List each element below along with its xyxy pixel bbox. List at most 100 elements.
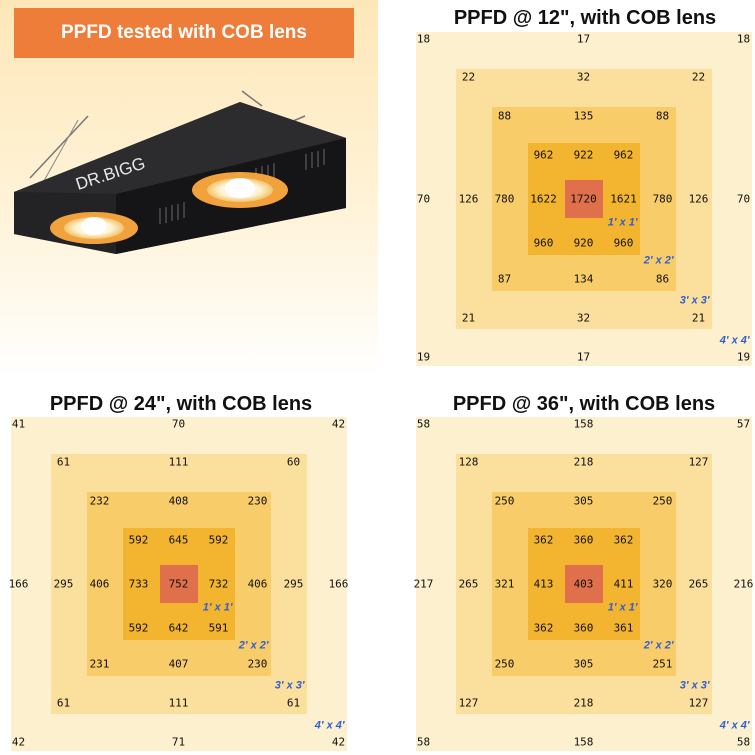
center-cell (159, 564, 198, 603)
ppfd-value: 61 (56, 455, 71, 468)
ppfd-value: 42 (11, 735, 26, 748)
zone-size-label: 1' x 1' (202, 601, 233, 613)
ppfd-value: 134 (573, 272, 594, 285)
chart-title-12in: PPFD @ 12", with COB lens (453, 7, 717, 29)
ppfd-value: 41 (11, 417, 26, 430)
ppfd-value: 58 (416, 417, 431, 430)
ppfd-value: 128 (458, 455, 479, 468)
ppfd-value: 88 (497, 109, 512, 122)
ppfd-value: 962 (533, 148, 554, 161)
ppfd-value: 17 (576, 32, 591, 45)
ppfd-value: 962 (613, 148, 634, 161)
ppfd-value: 18 (736, 32, 751, 45)
ppfd-value: 305 (573, 494, 594, 507)
zone-size-label: 3' x 3' (679, 294, 710, 306)
ppfd-value: 22 (461, 70, 476, 83)
ppfd-value: 32 (576, 70, 591, 83)
grow-light-image: DR.BIGG (14, 90, 346, 254)
ppfd-value: 250 (494, 657, 515, 670)
ppfd-grid-12in: 1720 18 17 18 70 70 19 17 19 22 32 22 126 126 21 32 21 88… (415, 31, 752, 366)
ppfd-value: 111 (168, 696, 189, 709)
zone-size-label: 1' x 1' (607, 601, 638, 613)
ppfd-value: 217 (413, 577, 434, 590)
ppfd-value: 591 (208, 621, 229, 634)
center-cell (564, 179, 603, 218)
zone-size-label: 4' x 4' (719, 334, 750, 346)
zone-size-label: 2' x 2' (643, 639, 674, 651)
ppfd-value: 922 (573, 148, 594, 161)
ppfd-value: 231 (89, 657, 110, 670)
ppfd-value: 295 (283, 577, 304, 590)
center-cell (564, 564, 603, 603)
ppfd-value: 19 (416, 350, 431, 363)
ppfd-value: 592 (128, 621, 149, 634)
ppfd-value: 230 (247, 494, 268, 507)
ppfd-value: 61 (56, 696, 71, 709)
zone-size-label: 1' x 1' (607, 216, 638, 228)
ppfd-value: 32 (576, 311, 591, 324)
ppfd-value: 218 (573, 696, 594, 709)
ppfd-value: 58 (736, 735, 751, 748)
ppfd-value: 22 (691, 70, 706, 83)
ppfd-grid-36in: 403 58 158 57 217 216 58 158 58 128 218 127 265 265 12… (413, 416, 753, 751)
zone-size-label: 3' x 3' (679, 679, 710, 691)
ppfd-value: 87 (497, 272, 512, 285)
zone-size-label: 3' x 3' (274, 679, 305, 691)
ppfd-value: 218 (573, 455, 594, 468)
ppfd-value: 70 (736, 192, 751, 205)
ppfd-value: 642 (168, 621, 189, 634)
ppfd-value: 362 (533, 621, 554, 634)
ppfd-value: 305 (573, 657, 594, 670)
ppfd-value: 19 (736, 350, 751, 363)
ppfd-value: 321 (494, 577, 515, 590)
ppfd-value: 360 (573, 621, 594, 634)
ppfd-value: 60 (286, 455, 301, 468)
ppfd-value: 320 (652, 577, 673, 590)
chart-title-24in: PPFD @ 24", with COB lens (49, 393, 313, 415)
ppfd-value-center: 403 (573, 577, 594, 590)
ppfd-value: 960 (613, 236, 634, 249)
ppfd-value: 407 (168, 657, 189, 670)
ppfd-value: 732 (208, 577, 229, 590)
ppfd-value: 592 (128, 533, 149, 546)
chart-title-36in: PPFD @ 36", with COB lens (452, 393, 716, 415)
ppfd-value: 88 (655, 109, 670, 122)
zone-size-label: 2' x 2' (238, 639, 269, 651)
ppfd-value: 251 (652, 657, 673, 670)
ppfd-value: 166 (328, 577, 349, 590)
ppfd-value: 166 (8, 577, 29, 590)
zone-size-label: 4' x 4' (314, 719, 345, 731)
ppfd-value: 126 (458, 192, 479, 205)
ppfd-value: 265 (458, 577, 479, 590)
ppfd-value: 57 (736, 417, 751, 430)
ppfd-value: 1621 (610, 192, 637, 205)
ppfd-value: 70 (416, 192, 431, 205)
product-photo-panel: PPFD tested with COB lens (0, 0, 378, 378)
ppfd-value: 21 (461, 311, 476, 324)
ppfd-value: 733 (128, 577, 149, 590)
ppfd-value: 408 (168, 494, 189, 507)
ppfd-value: 158 (573, 417, 594, 430)
ppfd-value: 645 (168, 533, 189, 546)
ppfd-value: 361 (613, 621, 634, 634)
ppfd-value-center: 1720 (570, 192, 597, 205)
zone-size-label: 2' x 2' (643, 254, 674, 266)
ppfd-value: 70 (171, 417, 186, 430)
ppfd-value: 960 (533, 236, 554, 249)
ppfd-value: 592 (208, 533, 229, 546)
ppfd-value: 1622 (530, 192, 557, 205)
ppfd-value: 362 (613, 533, 634, 546)
ppfd-value: 158 (573, 735, 594, 748)
ppfd-value: 61 (286, 696, 301, 709)
ppfd-value: 127 (458, 696, 479, 709)
zone-size-label: 4' x 4' (719, 719, 750, 731)
ppfd-value-center: 752 (168, 577, 189, 590)
ppfd-value: 111 (168, 455, 189, 468)
ppfd-value: 295 (53, 577, 74, 590)
ppfd-value: 360 (573, 533, 594, 546)
ppfd-value: 411 (613, 577, 634, 590)
ppfd-value: 406 (89, 577, 110, 590)
ppfd-value: 265 (688, 577, 709, 590)
ppfd-grid-24in: 752 41 70 42 166 166 42 71 42 61 111 60 295 295 61 111 6… (8, 416, 349, 751)
ppfd-value: 127 (688, 455, 709, 468)
